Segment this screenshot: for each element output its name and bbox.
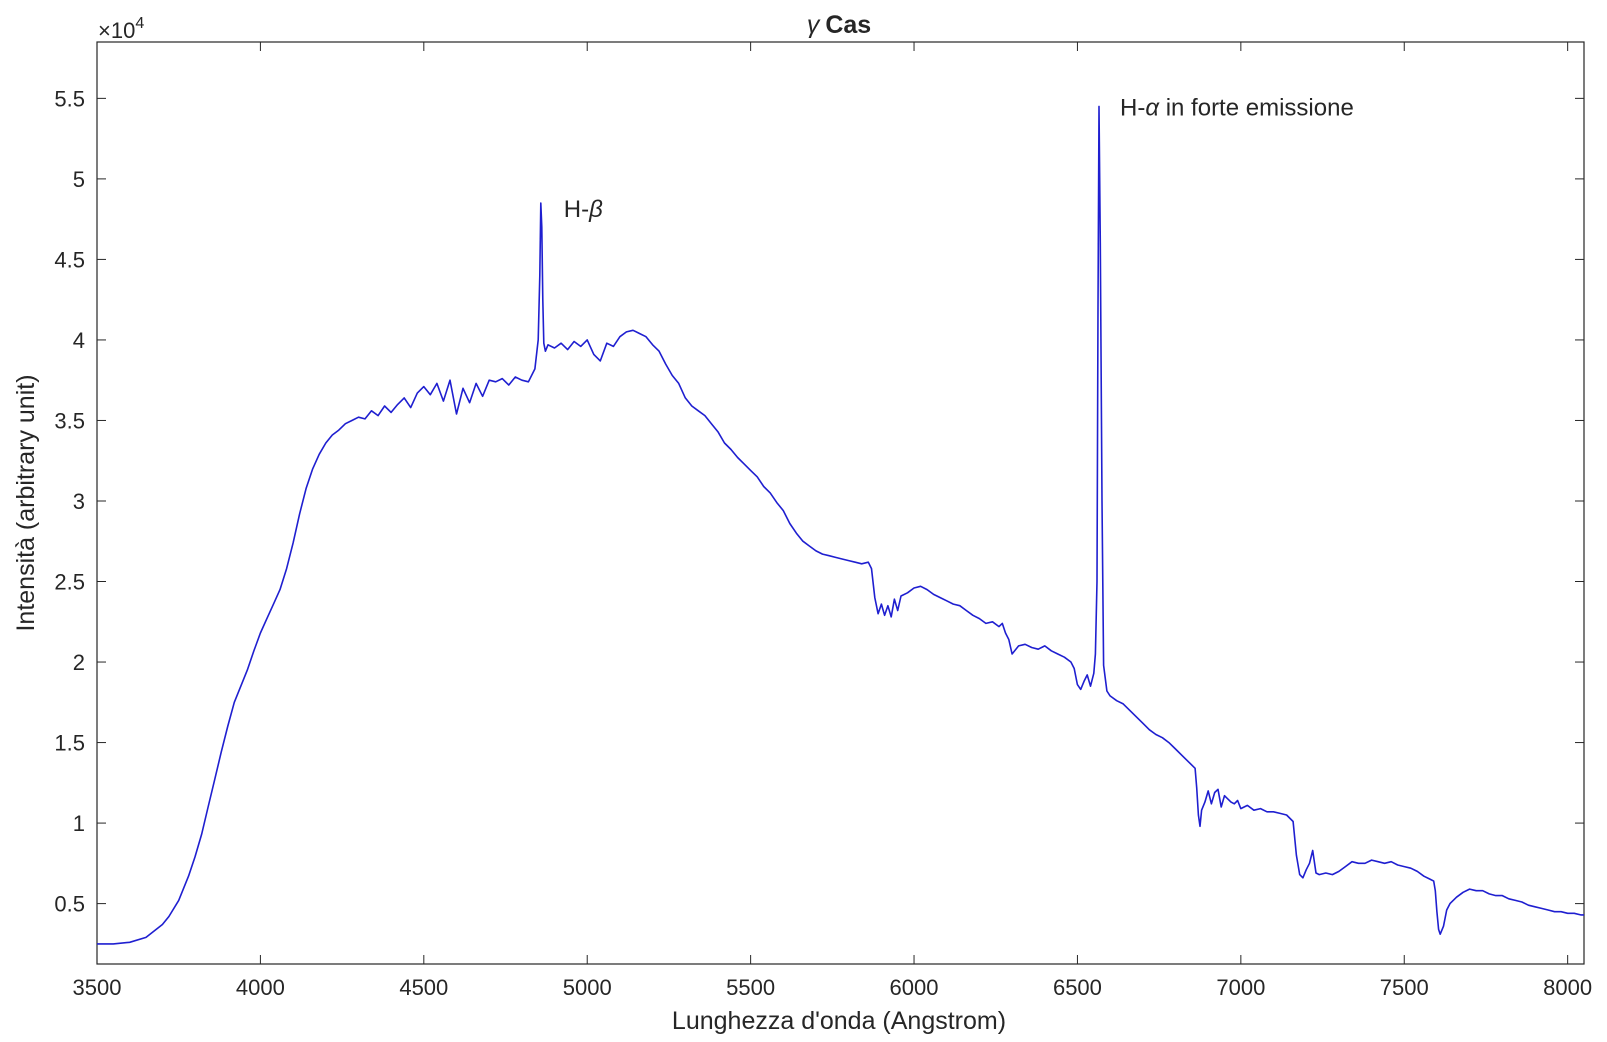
y-axis-exponent-base: ×10 — [98, 18, 135, 43]
y-tick-label: 5 — [73, 167, 85, 192]
x-axis-ticks: 3500 4000 4500 5000 5500 6000 6500 7000 7500 8000 — [73, 42, 1592, 1000]
annotation-label: H-β — [564, 196, 603, 223]
annotation-text: H- — [564, 196, 589, 223]
y-tick-label: 3.5 — [54, 408, 85, 433]
series-line-spectrum — [97, 105, 1584, 945]
x-tick-label: 4500 — [399, 975, 448, 1000]
chart-title-symbol: γ — [807, 11, 821, 39]
y-tick-label: 4 — [73, 328, 85, 353]
annotation-greek: α — [1145, 95, 1160, 122]
x-tick-label: 3500 — [73, 975, 122, 1000]
annotation-text: H- — [1120, 95, 1145, 122]
y-tick-label: 3 — [73, 489, 85, 514]
y-axis-exponent: ×104 — [98, 15, 144, 43]
annotation-label: H-α in forte emissione — [1120, 95, 1354, 122]
chart-title-name: Cas — [825, 11, 871, 39]
x-tick-label: 4000 — [236, 975, 285, 1000]
y-axis-ticks: 0.5 1 1.5 2 2.5 3 3.5 4 4.5 5 5.5 — [54, 86, 1584, 917]
annotations: H-βH-α in forte emissione — [564, 95, 1354, 223]
y-tick-label: 1 — [73, 811, 85, 836]
x-tick-label: 8000 — [1543, 975, 1592, 1000]
plot-area: 3500 4000 4500 5000 5500 6000 6500 7000 7500 8000… — [54, 41, 1592, 1000]
y-tick-label: 2.5 — [54, 570, 85, 595]
y-tick-label: 5.5 — [54, 86, 85, 111]
x-tick-label: 7000 — [1216, 975, 1265, 1000]
y-tick-label: 4.5 — [54, 247, 85, 272]
x-tick-label: 5500 — [726, 975, 775, 1000]
x-tick-label: 6000 — [890, 975, 939, 1000]
annotation-greek: β — [588, 196, 603, 223]
y-tick-label: 1.5 — [54, 731, 85, 756]
chart-title: γ Cas — [807, 11, 871, 39]
x-axis-label: Lunghezza d'onda (Angstrom) — [672, 1007, 1006, 1035]
x-tick-label: 6500 — [1053, 975, 1102, 1000]
y-tick-label: 2 — [73, 650, 85, 675]
y-axis-label: Intensità (arbitrary unit) — [12, 374, 40, 631]
y-axis-exponent-power: 4 — [135, 15, 144, 32]
annotation-suffix: in forte emissione — [1159, 95, 1354, 122]
x-tick-label: 7500 — [1380, 975, 1429, 1000]
x-tick-label: 5000 — [563, 975, 612, 1000]
y-tick-label: 0.5 — [54, 892, 85, 917]
plot-frame — [96, 41, 1585, 965]
